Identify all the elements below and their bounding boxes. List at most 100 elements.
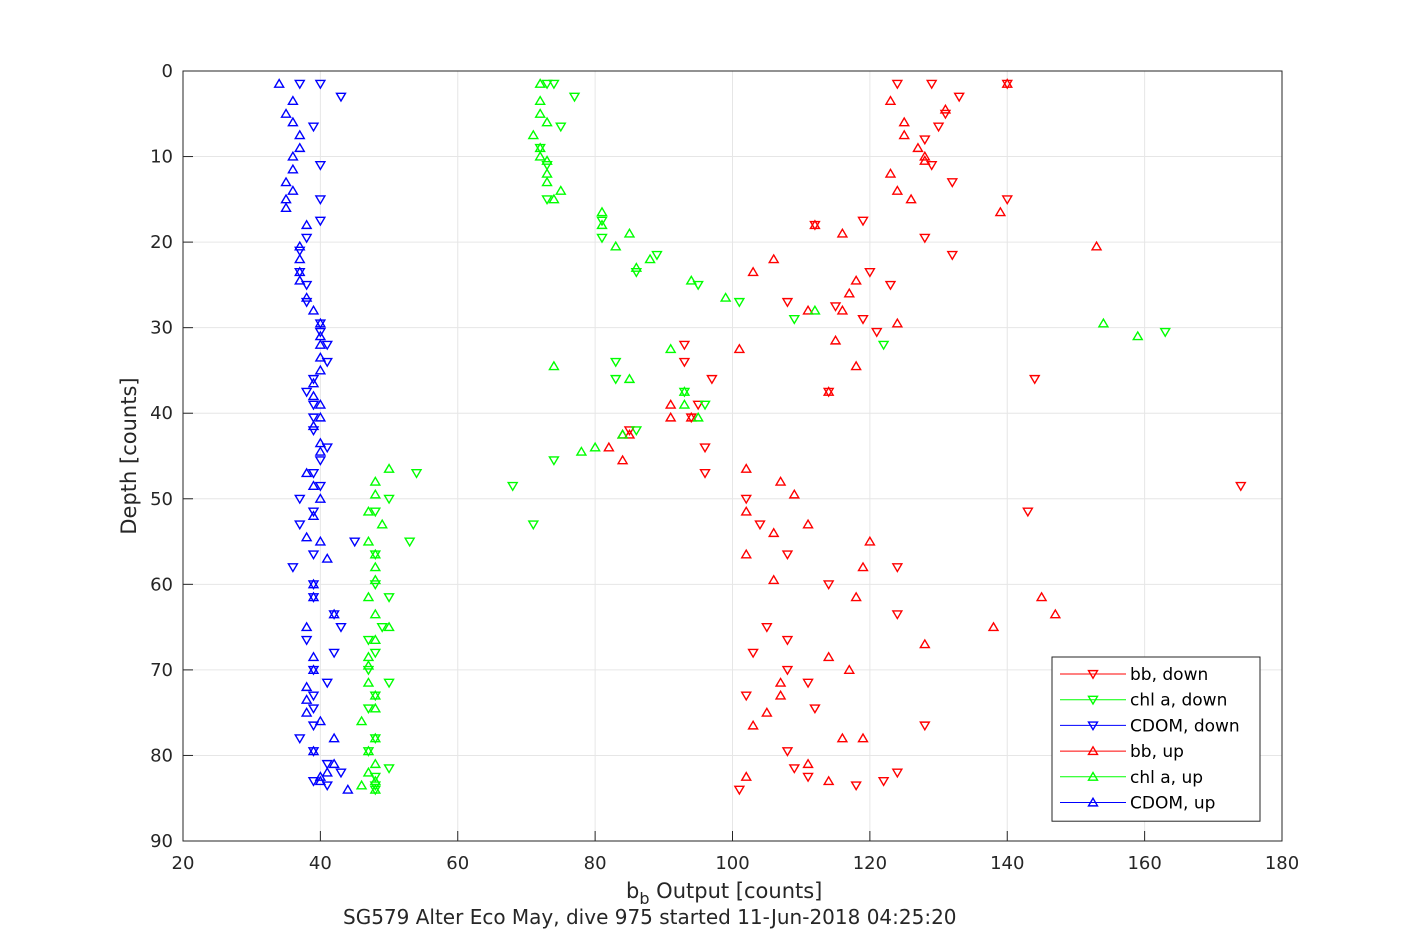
data-point <box>932 122 945 133</box>
data-point <box>623 428 636 439</box>
data-point <box>362 704 375 715</box>
chart-subtitle: SG579 Alter Eco May, dive 975 started 11… <box>343 905 957 929</box>
data-point <box>362 665 375 676</box>
data-point <box>740 494 752 505</box>
data-point <box>596 206 608 217</box>
data-point <box>575 446 588 456</box>
data-point <box>925 79 938 90</box>
data-point <box>623 227 636 238</box>
data-point <box>802 758 814 769</box>
data-point <box>555 185 567 195</box>
data-point <box>994 206 1007 217</box>
data-point <box>843 287 855 298</box>
data-point <box>699 400 711 411</box>
data-point <box>328 608 340 619</box>
data-point <box>307 374 320 385</box>
data-point <box>740 463 752 473</box>
data-point <box>1035 591 1048 602</box>
data-point <box>369 561 382 572</box>
data-point <box>809 704 821 715</box>
data-point <box>294 734 306 744</box>
data-point <box>630 267 643 278</box>
x-tick-label: 160 <box>1127 853 1161 874</box>
data-point <box>321 553 333 563</box>
data-point <box>651 250 663 261</box>
data-point <box>369 574 382 585</box>
data-point <box>287 116 299 127</box>
x-tick-label: 140 <box>990 853 1024 874</box>
data-point <box>871 327 883 338</box>
data-point <box>369 507 382 518</box>
legend-label: chl a, up <box>1130 768 1203 788</box>
data-point <box>857 216 869 227</box>
data-point <box>314 351 327 362</box>
data-point <box>294 142 306 153</box>
data-point <box>1029 374 1041 385</box>
x-tick-label: 80 <box>584 853 607 874</box>
data-point <box>678 386 691 396</box>
data-point <box>314 364 327 375</box>
data-point <box>307 480 320 491</box>
data-point <box>740 548 752 559</box>
data-point <box>307 691 320 702</box>
data-point <box>321 443 333 454</box>
data-point <box>314 446 327 456</box>
y-tick-label: 10 <box>150 147 173 168</box>
data-point <box>383 494 395 505</box>
data-point <box>307 550 320 561</box>
data-point <box>877 777 890 787</box>
data-point <box>939 103 952 114</box>
data-point <box>383 593 395 603</box>
data-point <box>294 79 306 90</box>
data-point <box>850 360 862 371</box>
data-point <box>314 339 327 349</box>
x-axis-label: bb Output [counts] <box>626 879 823 908</box>
data-point <box>767 574 780 585</box>
data-point <box>328 648 340 659</box>
data-point <box>321 781 333 792</box>
data-point <box>307 426 320 436</box>
legend-marker <box>1087 669 1099 680</box>
data-point <box>294 129 306 140</box>
data-point <box>877 340 890 351</box>
legend-marker <box>1087 721 1099 732</box>
data-point <box>534 108 546 118</box>
data-point <box>307 469 320 479</box>
data-point <box>761 623 773 633</box>
data-point <box>300 707 313 717</box>
data-point <box>335 92 347 103</box>
data-point <box>733 343 746 354</box>
legend-label: bb, down <box>1130 665 1208 685</box>
data-point <box>774 689 787 700</box>
data-point <box>300 467 313 478</box>
data-point <box>362 505 375 516</box>
data-point <box>610 240 622 251</box>
data-point <box>300 635 313 646</box>
y-tick-label: 70 <box>150 660 173 681</box>
data-point <box>692 280 704 291</box>
data-point <box>307 507 320 518</box>
data-point <box>884 280 897 291</box>
data-point <box>939 109 952 120</box>
data-point <box>1159 327 1171 338</box>
data-point <box>541 155 553 165</box>
data-point <box>321 766 333 777</box>
data-point <box>342 784 354 794</box>
data-point <box>864 267 876 278</box>
data-point <box>383 621 395 632</box>
data-point <box>774 677 787 687</box>
data-point <box>850 274 862 285</box>
data-point <box>1049 608 1062 619</box>
data-point <box>307 413 320 424</box>
legend-marker <box>1087 771 1099 781</box>
data-point <box>362 659 375 670</box>
data-point <box>300 233 313 244</box>
data-point <box>987 621 1000 632</box>
data-point <box>857 561 869 572</box>
data-point <box>307 591 320 602</box>
data-point <box>369 784 382 794</box>
data-point <box>321 357 333 368</box>
data-point <box>1097 317 1110 328</box>
data-point <box>905 193 917 204</box>
data-point <box>307 777 320 787</box>
